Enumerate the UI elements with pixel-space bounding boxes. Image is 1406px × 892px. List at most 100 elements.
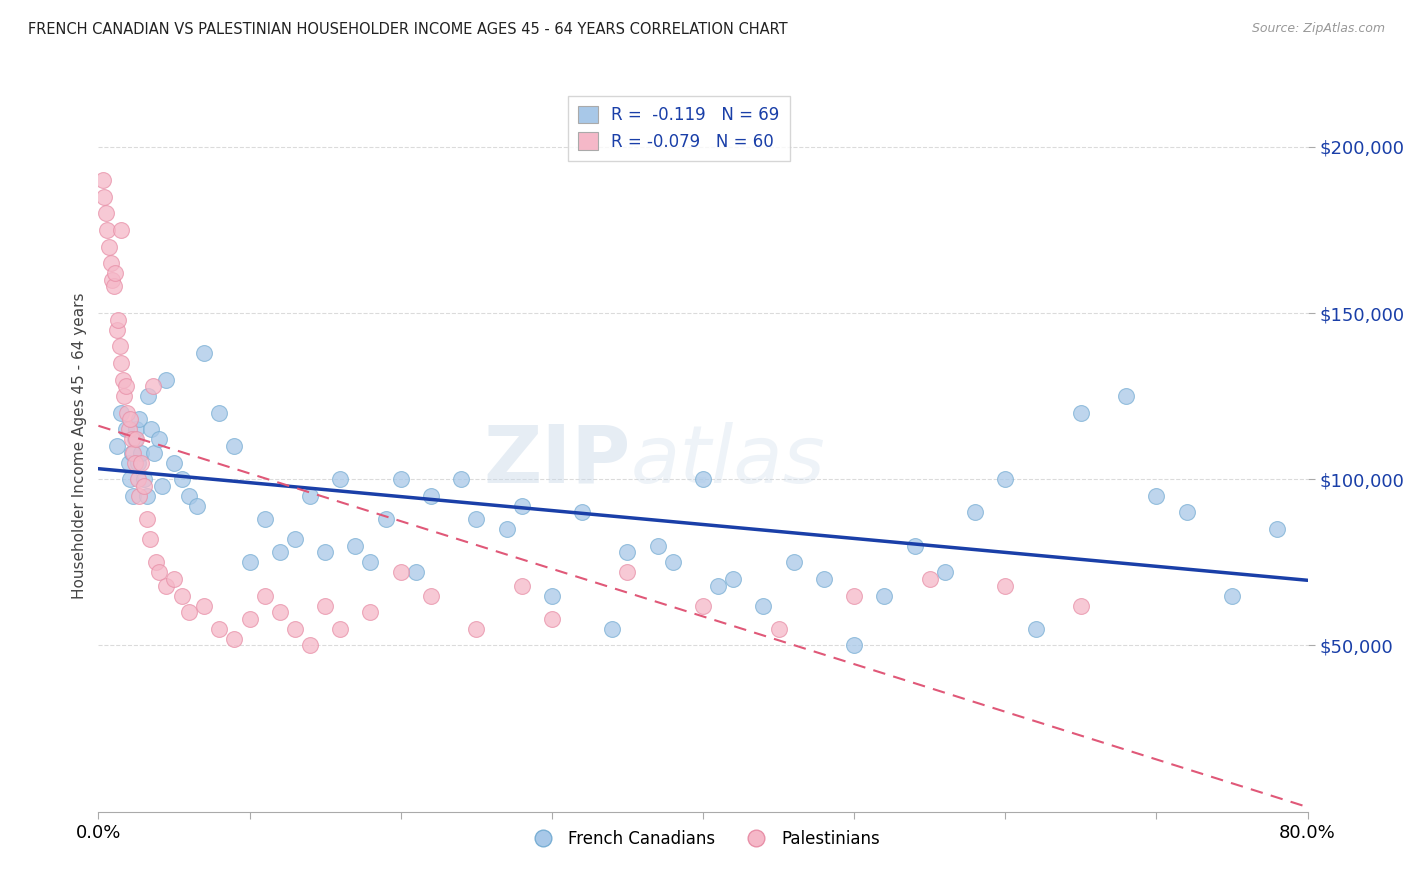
Point — [239, 555, 262, 569]
Point — [107, 312, 129, 326]
Point — [389, 472, 412, 486]
Point — [1175, 506, 1198, 520]
Point — [105, 439, 128, 453]
Point — [239, 612, 262, 626]
Point — [450, 472, 472, 486]
Point — [692, 472, 714, 486]
Point — [965, 506, 987, 520]
Point — [495, 522, 517, 536]
Point — [253, 512, 276, 526]
Point — [405, 566, 427, 580]
Point — [510, 499, 533, 513]
Point — [132, 472, 155, 486]
Point — [253, 589, 276, 603]
Point — [844, 589, 866, 603]
Point — [299, 639, 322, 653]
Point — [314, 545, 336, 559]
Point — [125, 433, 148, 447]
Point — [118, 456, 141, 470]
Point — [143, 445, 166, 459]
Point — [465, 622, 488, 636]
Point — [111, 372, 134, 386]
Point — [1146, 489, 1168, 503]
Point — [540, 589, 562, 603]
Point — [114, 379, 136, 393]
Point — [1024, 622, 1046, 636]
Point — [127, 456, 149, 470]
Point — [193, 599, 215, 613]
Point — [110, 223, 132, 237]
Point — [420, 589, 443, 603]
Point — [389, 566, 412, 580]
Point — [118, 422, 141, 436]
Point — [193, 346, 215, 360]
Point — [124, 433, 146, 447]
Point — [121, 445, 143, 459]
Point — [163, 456, 186, 470]
Point — [128, 489, 150, 503]
Point — [360, 605, 382, 619]
Point — [135, 512, 157, 526]
Point — [994, 579, 1017, 593]
Point — [344, 539, 367, 553]
Y-axis label: Householder Income Ages 45 - 64 years: Householder Income Ages 45 - 64 years — [72, 293, 87, 599]
Text: Source: ZipAtlas.com: Source: ZipAtlas.com — [1251, 22, 1385, 36]
Point — [94, 206, 117, 220]
Point — [465, 512, 488, 526]
Point — [269, 545, 291, 559]
Point — [873, 589, 896, 603]
Point — [904, 539, 927, 553]
Point — [299, 489, 322, 503]
Point — [91, 173, 114, 187]
Point — [132, 479, 155, 493]
Point — [145, 555, 167, 569]
Point — [284, 532, 307, 546]
Point — [112, 389, 135, 403]
Text: ZIP: ZIP — [484, 422, 630, 500]
Point — [284, 622, 307, 636]
Point — [360, 555, 382, 569]
Point — [314, 599, 336, 613]
Point — [98, 239, 121, 253]
Point — [179, 605, 201, 619]
Text: FRENCH CANADIAN VS PALESTINIAN HOUSEHOLDER INCOME AGES 45 - 64 YEARS CORRELATION: FRENCH CANADIAN VS PALESTINIAN HOUSEHOLD… — [28, 22, 787, 37]
Point — [122, 489, 145, 503]
Point — [114, 422, 136, 436]
Point — [329, 472, 352, 486]
Point — [768, 622, 790, 636]
Point — [110, 356, 132, 370]
Point — [104, 266, 127, 280]
Point — [101, 273, 124, 287]
Point — [150, 479, 173, 493]
Point — [129, 445, 152, 459]
Point — [155, 579, 177, 593]
Point — [934, 566, 956, 580]
Point — [647, 539, 669, 553]
Point — [723, 572, 745, 586]
Point — [170, 472, 193, 486]
Point — [125, 422, 148, 436]
Point — [142, 379, 165, 393]
Point — [139, 532, 162, 546]
Point — [420, 489, 443, 503]
Point — [692, 599, 714, 613]
Point — [707, 579, 730, 593]
Point — [148, 433, 170, 447]
Point — [783, 555, 806, 569]
Point — [122, 445, 145, 459]
Point — [179, 489, 201, 503]
Point — [1070, 406, 1092, 420]
Point — [127, 472, 149, 486]
Point — [616, 566, 638, 580]
Point — [120, 412, 142, 426]
Point — [170, 589, 193, 603]
Point — [129, 456, 152, 470]
Point — [844, 639, 866, 653]
Point — [224, 632, 246, 646]
Point — [208, 622, 231, 636]
Point — [163, 572, 186, 586]
Point — [752, 599, 775, 613]
Point — [374, 512, 396, 526]
Point — [120, 472, 142, 486]
Point — [661, 555, 683, 569]
